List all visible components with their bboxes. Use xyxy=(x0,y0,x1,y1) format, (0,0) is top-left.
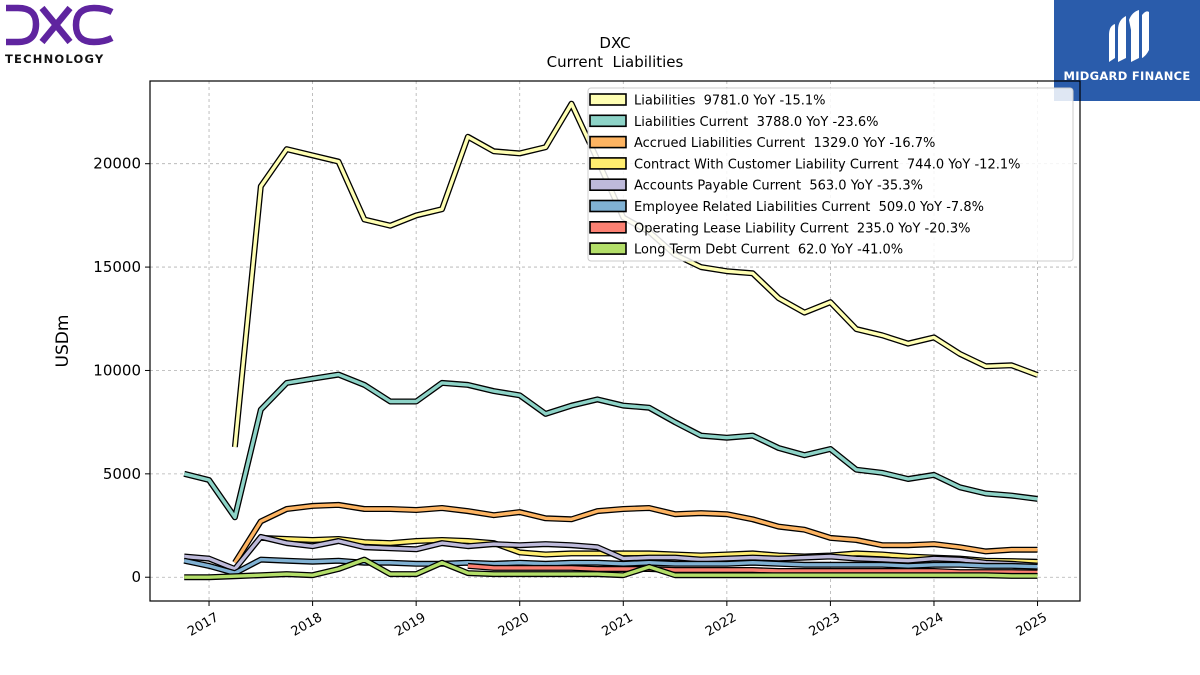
dxc-logo: TECHNOLOGY xyxy=(4,4,116,66)
legend-swatch xyxy=(589,157,627,170)
x-tick-label: 2024 xyxy=(910,610,946,640)
series-line-4 xyxy=(183,533,1038,572)
legend-box xyxy=(587,87,1074,262)
plot-frame xyxy=(149,80,1081,602)
series-line-2 xyxy=(232,501,1038,565)
y-tick-label: 0 xyxy=(131,568,141,586)
series-line-6 xyxy=(467,562,1038,576)
legend-entry: Liabilities Current 3788.0 YoY -23.6% xyxy=(634,115,878,130)
legend-entry: Contract With Customer Liability Current… xyxy=(634,157,1020,172)
series-line-3 xyxy=(260,534,1038,565)
x-tick-label: 2025 xyxy=(1014,610,1050,640)
series-lines xyxy=(183,100,1039,581)
legend-swatch xyxy=(589,221,627,234)
legend-entry: Accrued Liabilities Current 1329.0 YoY -… xyxy=(634,136,935,151)
midgard-finance-name: MIDGARD FINANCE xyxy=(1063,69,1191,83)
legend-entry: Long Term Debt Current 62.0 YoY -41.0% xyxy=(634,243,903,258)
y-tick-label: 5000 xyxy=(103,465,141,483)
y-tick-label: 15000 xyxy=(93,258,141,276)
y-axis-label: USDm xyxy=(53,315,73,368)
y-tick-label: 20000 xyxy=(93,155,141,173)
legend-entry: Accounts Payable Current 563.0 YoY -35.3… xyxy=(634,179,923,194)
chart-title: DXC xyxy=(599,34,630,52)
x-tick-label: 2022 xyxy=(703,610,739,640)
dxc-logo-subtitle: TECHNOLOGY xyxy=(5,52,104,66)
legend: Liabilities 9781.0 YoY -15.1% Liabilities… xyxy=(587,87,1074,262)
legend-swatch xyxy=(589,114,627,128)
midgard-emblem-icon xyxy=(1109,10,1149,62)
midgard-finance-logo: MIDGARD FINANCE xyxy=(1054,0,1200,101)
legend-entry: Employee Related Liabilities Current 509… xyxy=(634,200,984,215)
chart-subtitle: Current Liabilities xyxy=(547,53,684,71)
series-line-7 xyxy=(184,556,1038,581)
x-tick-label: 2023 xyxy=(807,610,843,640)
x-tick-label: 2017 xyxy=(185,610,221,640)
x-tick-label: 2019 xyxy=(392,610,428,640)
y-tick-label: 10000 xyxy=(93,361,141,379)
series-line-5 xyxy=(183,556,1038,577)
legend-entry: Liabilities 9781.0 YoY -15.1% xyxy=(634,94,826,109)
x-tick-label: 2018 xyxy=(289,610,325,640)
legend-swatch xyxy=(589,135,627,149)
legend-swatch xyxy=(589,199,627,213)
legend-entry: Operating Lease Liability Current 235.0 … xyxy=(634,221,971,236)
legend-swatch xyxy=(589,93,627,106)
legend-swatch xyxy=(589,242,627,255)
x-tick-label: 2021 xyxy=(599,610,635,640)
legend-swatch xyxy=(589,178,627,191)
x-tick-label: 2020 xyxy=(496,610,532,640)
series-line-1 xyxy=(183,371,1038,521)
